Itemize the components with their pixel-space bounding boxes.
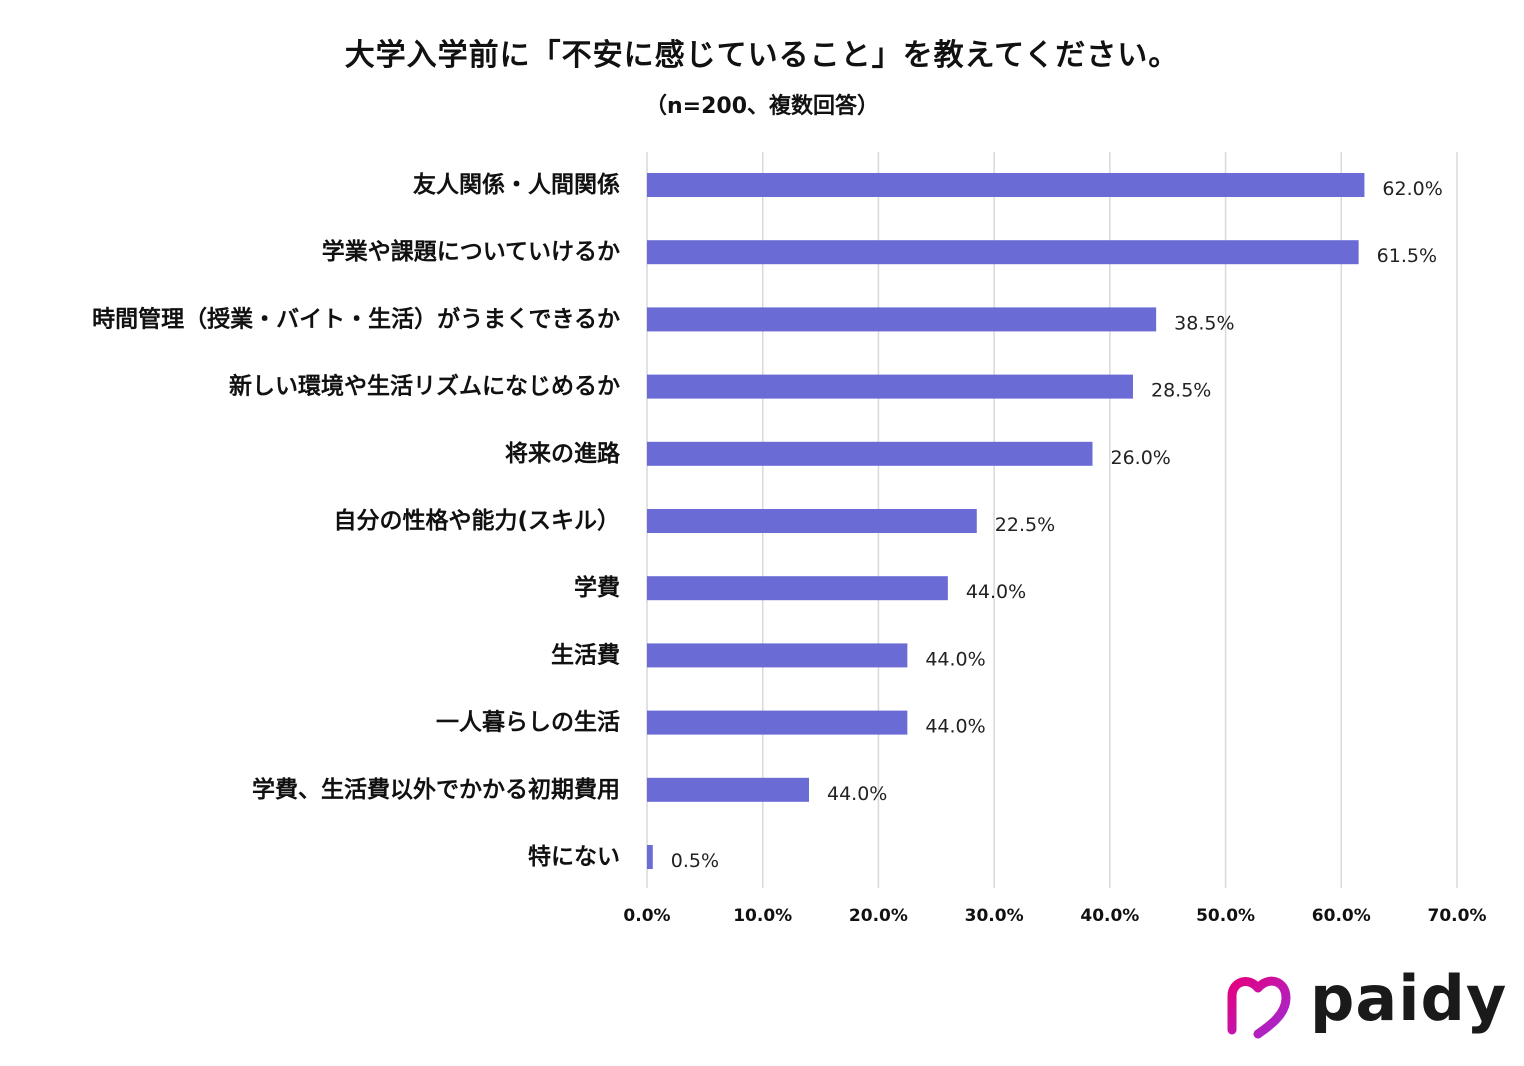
category-label: 自分の性格や能力(スキル） — [333, 507, 620, 534]
bar — [647, 710, 908, 735]
x-tick-label: 20.0% — [849, 906, 908, 926]
category-label: 生活費 — [551, 642, 620, 668]
bar — [647, 576, 948, 601]
category-label: 時間管理（授業・バイト・生活）がうまくできるか — [92, 305, 620, 332]
bar-chart: 0.0% 10.0% 20.0% 30.0% 40.0% 50.0% 60.0% 70.0% 友… — [92, 152, 1487, 926]
value-label: 0.5% — [671, 850, 719, 872]
x-tick-label: 10.0% — [733, 906, 792, 926]
bar — [647, 173, 1365, 197]
bar — [647, 643, 908, 668]
bar — [647, 441, 1093, 466]
value-label: 28.5% — [1151, 380, 1211, 402]
category-label: 学業や課題についていけるか — [322, 238, 620, 265]
category-label: 学費、生活費以外でかかる初期費用 — [252, 776, 620, 803]
value-label: 62.0% — [1382, 178, 1442, 200]
x-tick-label: 40.0% — [1080, 906, 1139, 926]
bar — [647, 240, 1359, 265]
paidy-logo: paidy — [1218, 962, 1506, 1044]
category-label: 友人関係・人間関係 — [413, 172, 620, 198]
x-tick-label: 30.0% — [965, 906, 1024, 926]
bar — [647, 374, 1133, 399]
value-label: 22.5% — [995, 514, 1055, 536]
bar — [647, 307, 1157, 332]
value-label: 44.0% — [925, 716, 985, 738]
value-label: 38.5% — [1174, 312, 1234, 334]
bar — [647, 777, 809, 802]
value-label: 44.0% — [925, 648, 985, 670]
x-tick-label: 0.0% — [623, 906, 670, 926]
category-label: 将来の進路 — [505, 440, 621, 467]
category-label: 新しい環境や生活リズムになじめるか — [229, 373, 620, 400]
paidy-logo-icon — [1227, 976, 1291, 1039]
value-label: 61.5% — [1377, 245, 1437, 267]
value-label: 44.0% — [966, 581, 1026, 603]
chart-subtitle: （n=200、複数回答） — [644, 94, 880, 119]
paidy-logo-text: paidy — [1310, 962, 1508, 1035]
category-label: 一人暮らしの生活 — [436, 710, 620, 736]
x-tick-label: 50.0% — [1196, 906, 1255, 926]
x-tick-label: 70.0% — [1428, 906, 1487, 926]
bar — [647, 509, 977, 533]
category-label: 特にない — [528, 844, 620, 870]
x-tick-label: 60.0% — [1312, 906, 1371, 926]
chart-title: 大学入学前に「不安に感じていること」を教えてください。 — [344, 38, 1180, 73]
value-label: 44.0% — [827, 783, 887, 805]
value-label: 26.0% — [1111, 447, 1171, 469]
bar — [647, 845, 653, 869]
category-label: 学費 — [574, 574, 620, 601]
